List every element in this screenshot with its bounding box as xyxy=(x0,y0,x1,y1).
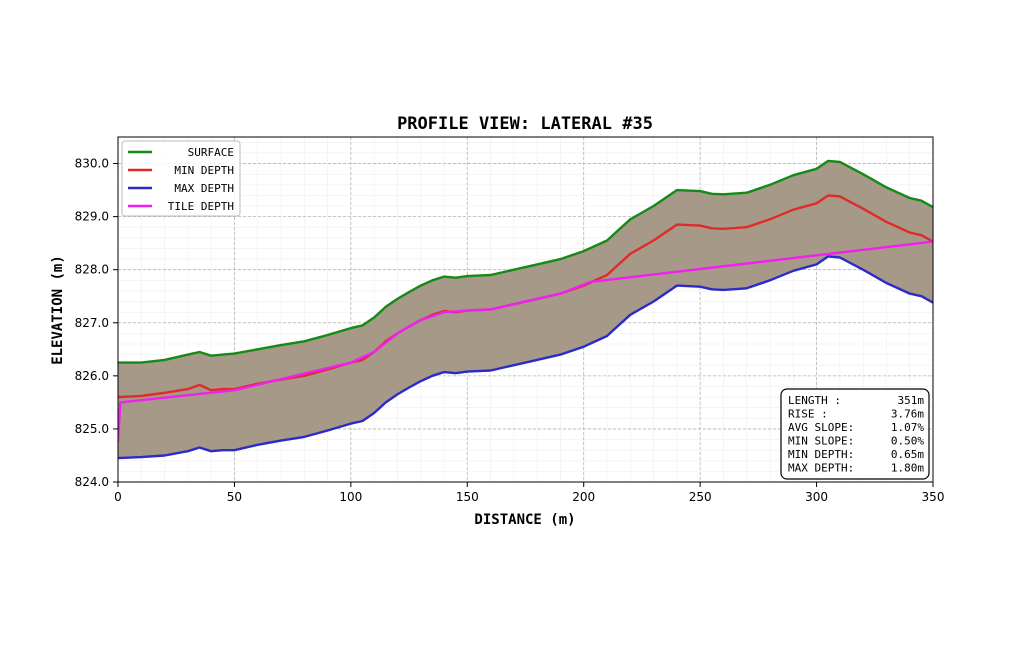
legend-box xyxy=(121,140,241,217)
legend-label: TILE DEPTH xyxy=(168,200,234,213)
legend-label: SURFACE xyxy=(188,146,234,159)
series-line-max-depth xyxy=(118,255,933,460)
stats-value: 3.76m xyxy=(891,408,924,421)
x-axis: 0 50 100 150 200 250 300 350 xyxy=(114,482,944,504)
x-tick-label: 0 xyxy=(114,490,122,504)
stats-box: LENGTH : 351m RISE : 3.76m AVG SLOPE: 1.07% MI… xyxy=(780,388,930,480)
x-tick-label: 250 xyxy=(689,490,712,504)
x-tick-label: 150 xyxy=(456,490,479,504)
stats-value: 1.07% xyxy=(891,421,924,434)
y-axis: 824.0 825.0 826.0 827.0 828.0 829.0 830.0 xyxy=(75,157,118,489)
series-line-surface xyxy=(118,159,933,364)
stats-label: MIN SLOPE: xyxy=(788,435,854,448)
stats-label: RISE : xyxy=(788,408,828,421)
y-tick-label: 830.0 xyxy=(75,157,109,171)
x-tick-label: 100 xyxy=(339,490,362,504)
x-tick-label: 350 xyxy=(922,490,945,504)
y-axis-label: ELEVATION (m) xyxy=(50,255,66,365)
legend-label: MAX DEPTH xyxy=(174,182,234,195)
y-tick-label: 829.0 xyxy=(75,210,109,224)
stats-label: MAX DEPTH: xyxy=(788,462,854,475)
plot-frame xyxy=(117,136,934,483)
x-axis-label: DISTANCE (m) xyxy=(474,512,575,528)
x-tick-label: 300 xyxy=(805,490,828,504)
series-line-tile-depth xyxy=(118,240,933,443)
x-tick-label: 200 xyxy=(572,490,595,504)
stats-label: MIN DEPTH: xyxy=(788,448,854,461)
stats-value: 0.50% xyxy=(891,435,924,448)
y-tick-label: 826.0 xyxy=(75,369,109,383)
band-tile-to-max-depth xyxy=(118,241,933,459)
chart-title: PROFILE VIEW: LATERAL #35 xyxy=(397,114,653,134)
stats-label: LENGTH : xyxy=(788,394,841,407)
stats-box-frame xyxy=(780,388,930,480)
x-tick-label: 50 xyxy=(227,490,242,504)
y-tick-label: 824.0 xyxy=(75,475,109,489)
legend: SURFACE MIN DEPTH MAX DEPTH TILE DEPTH xyxy=(121,140,241,217)
stats-value: 1.80m xyxy=(891,462,924,475)
y-tick-label: 828.0 xyxy=(75,263,109,277)
stats-value: 351m xyxy=(898,394,925,407)
y-tick-label: 827.0 xyxy=(75,316,109,330)
stats-label: AVG SLOPE: xyxy=(788,421,854,434)
stats-value: 0.65m xyxy=(891,448,924,461)
legend-label: MIN DEPTH xyxy=(174,164,234,177)
y-tick-label: 825.0 xyxy=(75,422,109,436)
series-lines xyxy=(118,159,933,460)
